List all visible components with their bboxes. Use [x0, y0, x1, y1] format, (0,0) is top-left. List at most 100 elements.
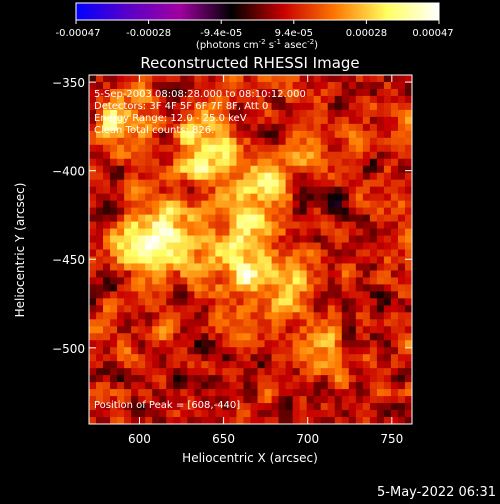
heatmap-cell — [362, 207, 371, 216]
heatmap-cell — [194, 102, 202, 111]
heatmap-cell — [222, 256, 231, 265]
heatmap-cell — [194, 214, 202, 223]
heatmap-cell — [348, 291, 357, 299]
heatmap-cell — [145, 347, 153, 355]
heatmap-cell — [117, 263, 125, 272]
heatmap-cell — [166, 389, 174, 397]
heatmap-cell — [397, 116, 406, 125]
heatmap-cell — [103, 109, 111, 118]
heatmap-cell — [152, 382, 160, 390]
heatmap-cell — [145, 116, 153, 125]
heatmap-cell — [348, 193, 357, 202]
heatmap-cell — [285, 179, 294, 188]
heatmap-cell — [348, 144, 357, 153]
heatmap-cell — [159, 179, 167, 188]
heatmap-cell — [327, 277, 336, 285]
heatmap-cell — [320, 403, 329, 411]
heatmap-cell — [243, 130, 252, 139]
heatmap-cell — [96, 137, 104, 146]
heatmap-cell — [222, 277, 231, 285]
heatmap-cell — [103, 186, 111, 195]
heatmap-cell — [124, 277, 132, 285]
heatmap-cell — [362, 75, 371, 83]
heatmap-cell — [334, 396, 343, 404]
heatmap-cell — [264, 403, 273, 411]
heatmap-cell — [229, 109, 238, 118]
heatmap-cell — [327, 403, 336, 411]
heatmap-cell — [306, 109, 315, 118]
heatmap-cell — [292, 403, 301, 411]
heatmap-cell — [110, 410, 118, 418]
heatmap-cell — [243, 165, 252, 174]
heatmap-cell — [173, 284, 181, 292]
heatmap-cell — [285, 214, 294, 223]
heatmap-cell — [306, 375, 315, 383]
heatmap-cell — [194, 263, 202, 272]
heatmap-cell — [285, 277, 294, 285]
heatmap-cell — [313, 375, 322, 383]
heatmap-cell — [264, 179, 273, 188]
heatmap-cell — [397, 151, 406, 160]
heatmap-cell — [299, 179, 308, 188]
heatmap-cell — [292, 375, 301, 383]
heatmap-cell — [138, 123, 146, 132]
heatmap-cell — [201, 319, 209, 327]
heatmap-cell — [180, 256, 188, 265]
heatmap-cell — [348, 242, 357, 251]
heatmap-cell — [285, 88, 294, 97]
heatmap-cell — [250, 102, 259, 111]
heatmap-cell — [292, 144, 301, 153]
heatmap-cell — [166, 403, 174, 411]
heatmap-cell — [159, 382, 167, 390]
heatmap-cell — [306, 417, 315, 424]
heatmap-cell — [397, 389, 406, 397]
heatmap-cell — [299, 305, 308, 313]
heatmap-cell — [264, 81, 273, 90]
heatmap-cell — [138, 277, 146, 285]
heatmap-cell — [285, 200, 294, 209]
heatmap-cell — [131, 284, 139, 292]
heatmap-cell — [145, 263, 153, 272]
heatmap-cell — [243, 116, 252, 125]
heatmap-cell — [376, 242, 385, 251]
heatmap-cell — [299, 291, 308, 299]
heatmap-cell — [404, 193, 412, 202]
heatmap-cell — [306, 214, 315, 223]
heatmap-cell — [271, 95, 280, 104]
heatmap-cell — [173, 116, 181, 125]
heatmap-cell — [404, 333, 412, 341]
heatmap-cell — [159, 102, 167, 111]
heatmap-cell — [96, 305, 104, 313]
heatmap-cell — [362, 361, 371, 369]
heatmap-cell — [152, 305, 160, 313]
heatmap-cell — [285, 186, 294, 195]
heatmap-cell — [250, 305, 259, 313]
heatmap-cell — [292, 137, 301, 146]
heatmap-cell — [243, 312, 252, 320]
heatmap-cell — [243, 347, 252, 355]
heatmap-cell — [278, 354, 287, 362]
heatmap-cell — [299, 389, 308, 397]
colorbar-tick-label: -9.4e-05 — [200, 28, 242, 39]
heatmap-cell — [306, 158, 315, 167]
heatmap-cell — [194, 123, 202, 132]
heatmap-cell — [250, 214, 259, 223]
heatmap-cell — [215, 249, 224, 258]
heatmap-cell — [355, 186, 364, 195]
heatmap-cell — [271, 368, 280, 376]
heatmap-cell — [341, 172, 350, 181]
heatmap-cell — [194, 81, 202, 90]
heatmap-cell — [187, 88, 195, 97]
heatmap-cell — [131, 263, 139, 272]
heatmap-cell — [103, 228, 111, 237]
heatmap-cell — [348, 75, 357, 83]
heatmap-cell — [271, 326, 280, 334]
heatmap-cell — [159, 319, 167, 327]
heatmap-cell — [390, 123, 399, 132]
heatmap-cell — [131, 172, 139, 181]
heatmap-cell — [166, 95, 174, 104]
heatmap-cell — [208, 130, 216, 139]
heatmap-cell — [306, 354, 315, 362]
heatmap-cell — [152, 158, 160, 167]
heatmap-cell — [250, 242, 259, 251]
